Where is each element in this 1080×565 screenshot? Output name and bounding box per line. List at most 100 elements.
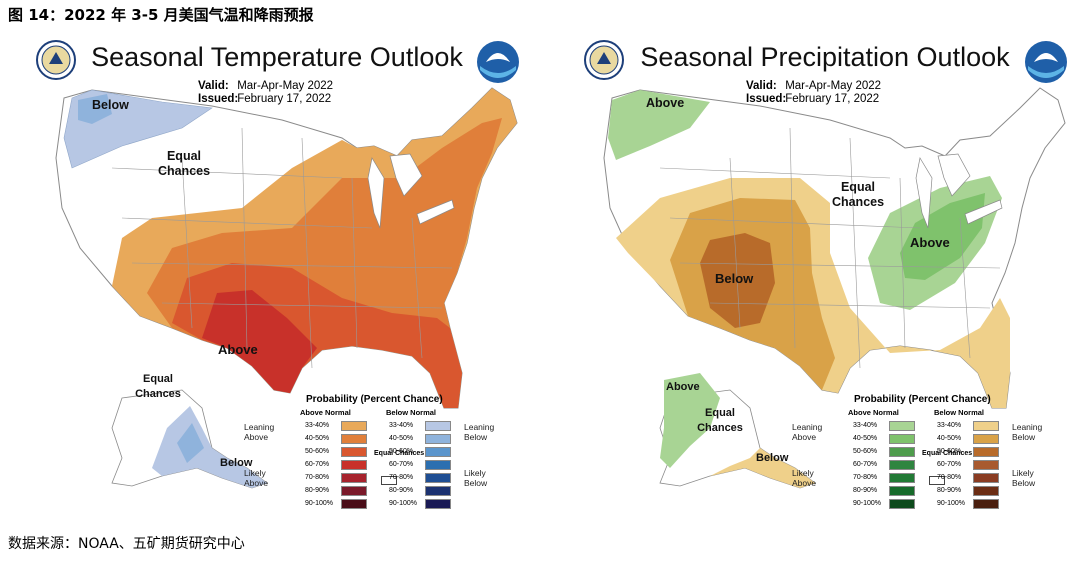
temp-below-inner [78,94,112,124]
legend-swatch [341,498,367,509]
legend-range-label: 70-80% [853,474,878,481]
legend-swatch [425,472,451,483]
legend-row-above: 70-80% [302,472,367,483]
legend-range-label: 90-100% [305,500,334,507]
legend-range-label: 60-70% [937,461,962,468]
legend-swatch [889,485,915,496]
noaa-logo-icon [476,40,520,84]
legend-row-above: 50-60% [850,446,915,457]
legend-row-below: 70-80% [934,472,999,483]
valid-label: Valid: [746,80,777,92]
state-lines [659,127,1001,369]
legend-range-label: 80-90% [389,487,414,494]
likely-above-label: Likely Above [792,468,817,488]
legend-title: Probability (Percent Chance) [854,394,991,405]
precipitation-outlook-panel: Seasonal Precipitation Outlook Valid: Ma… [560,28,1080,523]
legend-row-below: 50-60% [386,446,451,457]
legend-range-label: 40-50% [305,435,330,442]
legend-row-above: 33-40% [850,420,915,431]
legend-range-label: 70-80% [389,474,414,481]
legend-swatch [425,420,451,431]
legend-below-head: Below Normal [386,408,437,417]
legend-swatch [341,446,367,457]
label-below: Below [92,98,129,112]
legend-swatch [425,446,451,457]
legend-row-below: 90-100% [934,498,999,509]
commerce-seal-icon [584,40,624,80]
legend-swatch [973,446,999,457]
legend-swatch [425,498,451,509]
legend-row-below: 80-90% [386,485,451,496]
label-alaska-above: Above [666,381,700,393]
legend-swatch [973,498,999,509]
panel-title: Seasonal Precipitation Outlook [640,42,1010,72]
legend-below-head: Below Normal [934,408,985,417]
legend-above-head: Above Normal [300,408,351,417]
label-above-ohio-valley: Above [910,235,950,250]
legend-row-below: 90-100% [386,498,451,509]
legend-range-label: 80-90% [305,487,330,494]
label-alaska-equal-chances: Equal Chances [697,407,743,434]
temperature-legend: Probability (Percent Chance) Above Norma… [242,392,542,522]
legend-row-above: 80-90% [850,485,915,496]
temperature-map [55,87,518,489]
legend-row-below: 50-60% [934,446,999,457]
legend-range-label: 40-50% [853,435,878,442]
legend-range-label: 33-40% [937,422,962,429]
legend-range-label: 60-70% [305,461,330,468]
legend-swatch [341,485,367,496]
legend-range-label: 33-40% [853,422,878,429]
figure-caption: 图 14：2022 年 3-5 月美国气温和降雨预报 [8,6,314,24]
commerce-seal-icon [36,40,76,80]
alaska-below-region [152,406,267,488]
legend-row-above: 90-100% [850,498,915,509]
legend-row-above: 50-60% [302,446,367,457]
valid-label: Valid: [198,80,229,92]
precipitation-map [603,87,1066,489]
label-above-nw: Above [646,96,685,110]
legend-row-above: 40-50% [302,433,367,444]
legend-range-label: 80-90% [937,487,962,494]
legend-range-label: 60-70% [853,461,878,468]
legend-row-above: 60-70% [302,459,367,470]
alaska-below-region [710,448,815,488]
precipitation-legend: Probability (Percent Chance) Above Norma… [790,392,1080,522]
great-lakes [915,153,1003,229]
legend-range-label: 70-80% [305,474,330,481]
likely-above-label: Likely Above [244,468,269,488]
issued-label: Issued: [746,93,787,105]
legend-range-label: 90-100% [853,500,882,507]
alaska-below-inner [177,423,204,463]
legend-swatch [889,433,915,444]
valid-issued-block: Valid: Mar-Apr-May 2022 Issued: February… [746,80,881,106]
equal-chances-swatch [381,476,397,485]
legend-row-below: 40-50% [934,433,999,444]
source-note: 数据来源：NOAA、五矿期货研究中心 [8,536,245,552]
leaning-below-label: Leaning Below [1012,422,1043,442]
legend-range-label: 40-50% [389,435,414,442]
equal-chances-swatch [929,476,945,485]
precip-above-nw-region [608,90,710,160]
legend-swatch [341,459,367,470]
alaska-above-region [660,373,720,468]
valid-value: Mar-Apr-May 2022 [785,80,882,92]
likely-below-label: Likely Below [464,468,488,488]
legend-swatch [889,459,915,470]
legend-swatch [889,446,915,457]
legend-swatch [425,459,451,470]
temp-above-60-70 [202,290,317,393]
precip-above-ov-40-50 [900,193,985,280]
legend-swatch [425,485,451,496]
legend-swatch [889,498,915,509]
label-alaska-below: Below [220,457,253,469]
legend-row-below: 40-50% [386,433,451,444]
temperature-outlook-panel: Seasonal Temperature Outlook Valid: Mar-… [12,28,542,523]
legend-range-label: 80-90% [853,487,878,494]
legend-row-below: 60-70% [934,459,999,470]
legend-row-above: 80-90% [302,485,367,496]
legend-row-below: 70-80% [386,472,451,483]
issued-label: Issued: [198,93,239,105]
legend-swatch [889,420,915,431]
legend-row-below: 80-90% [934,485,999,496]
leaning-below-label: Leaning Below [464,422,495,442]
